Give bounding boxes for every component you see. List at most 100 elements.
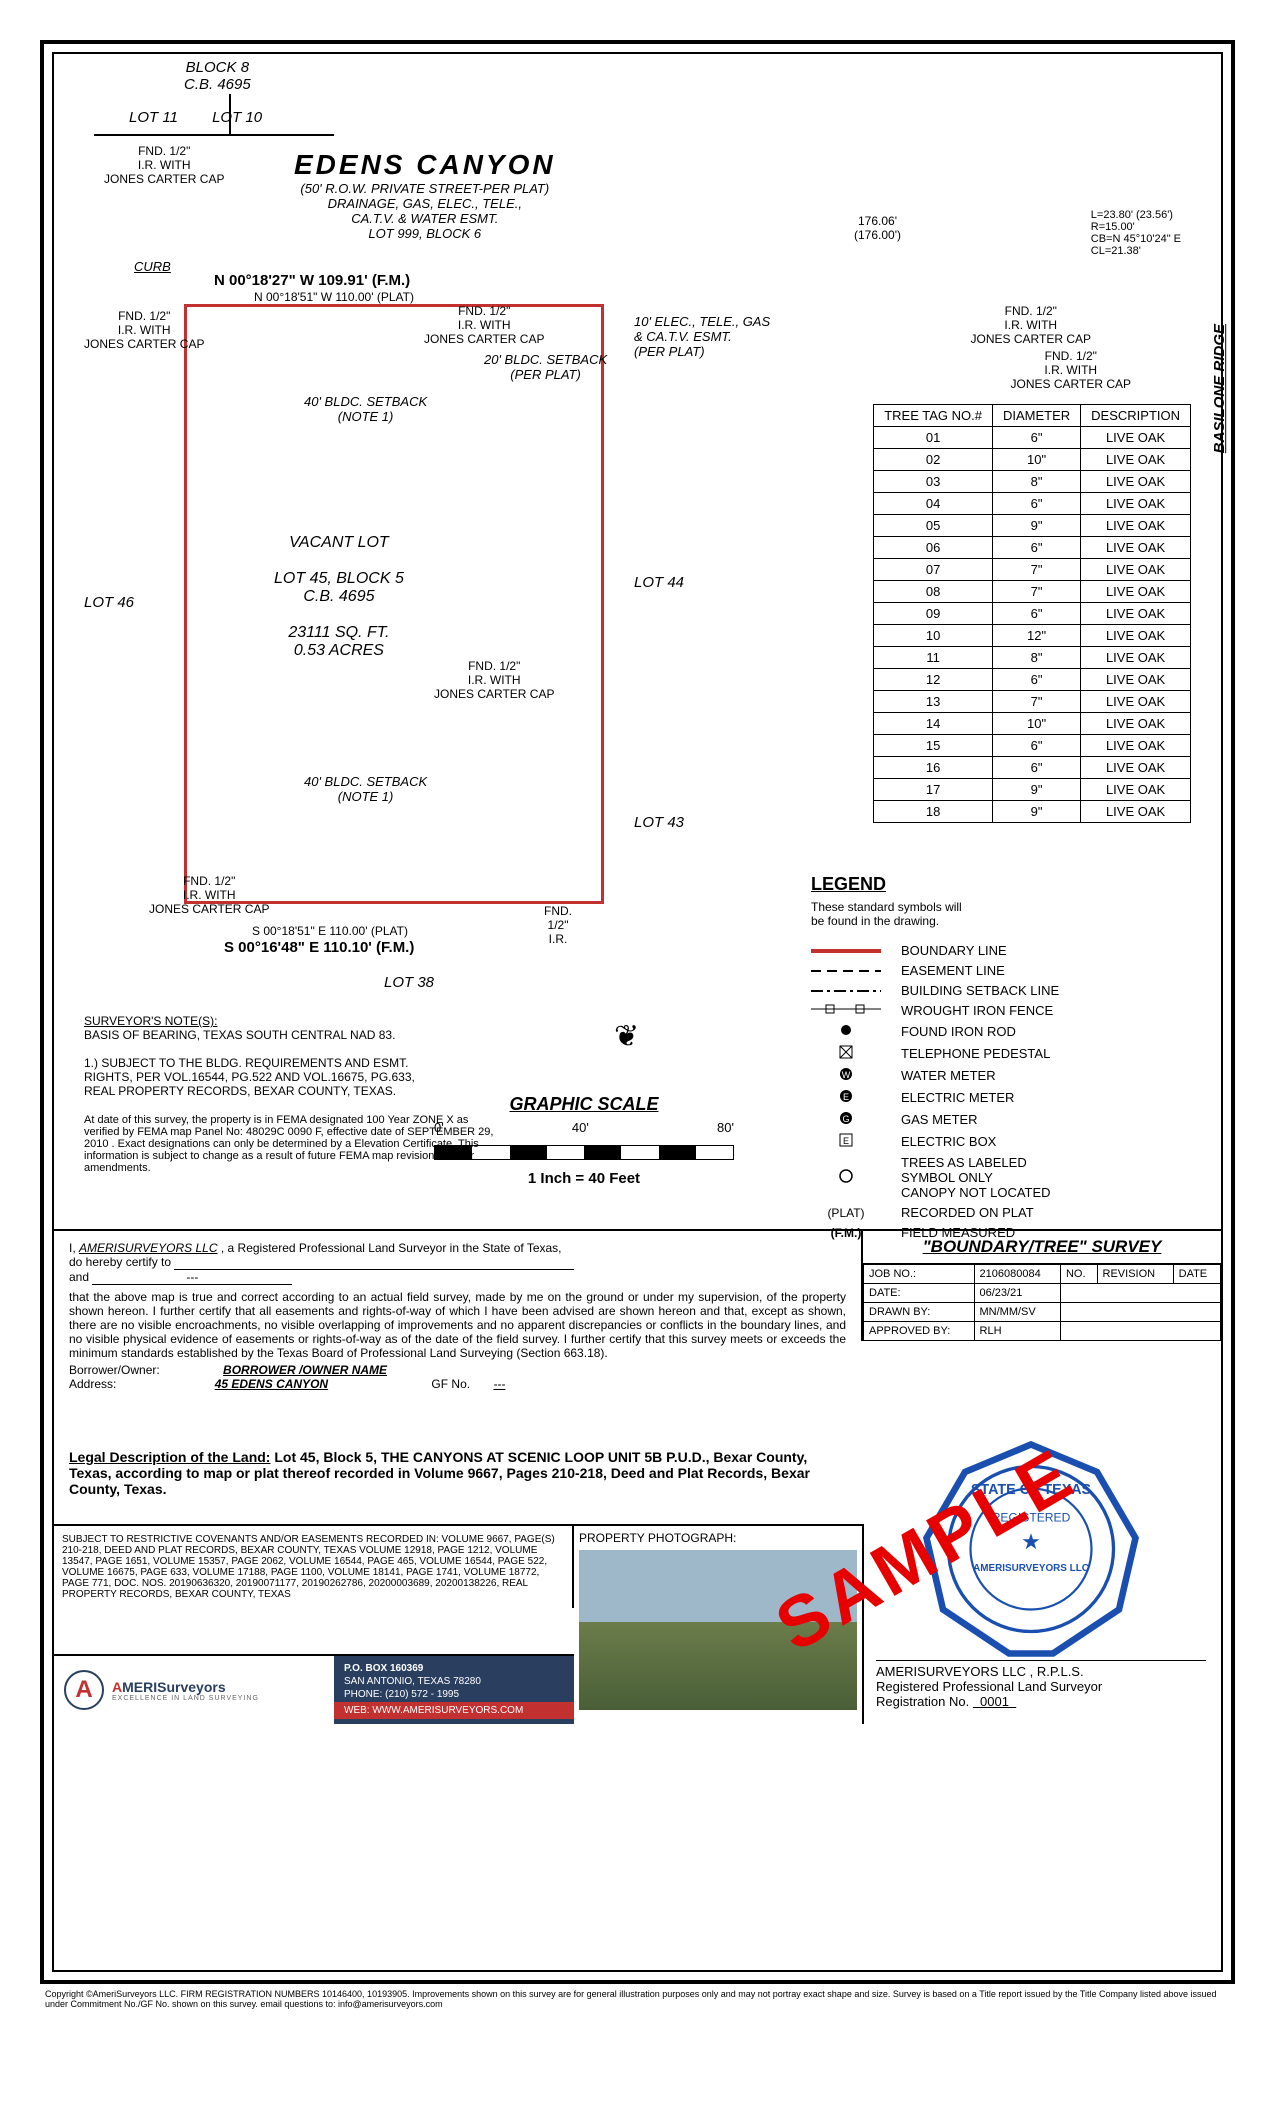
borrower-label: Borrower/Owner: bbox=[69, 1363, 160, 1377]
table-row: 118"LIVE OAK bbox=[874, 647, 1191, 669]
surveyor-notes: SURVEYOR'S NOTE(S): BASIS OF BEARING, TE… bbox=[84, 1014, 584, 1098]
vacant-l4: 23111 SQ. FT. bbox=[274, 624, 404, 642]
svg-text:W: W bbox=[842, 1070, 851, 1080]
util-1: DRAINAGE, GAS, ELEC., TELE., bbox=[294, 196, 556, 211]
curve-cl: CL=21.38' bbox=[1091, 245, 1181, 257]
legend-item: EELECTRIC BOX bbox=[811, 1133, 1191, 1150]
svg-text:E: E bbox=[843, 1092, 849, 1102]
cert-and: and bbox=[69, 1270, 92, 1284]
tree-table: TREE TAG NO.# DIAMETER DESCRIPTION 016"L… bbox=[873, 404, 1191, 823]
cert-rps: , a Registered Professional Land Surveyo… bbox=[221, 1241, 562, 1255]
dim2: (176.00') bbox=[854, 228, 901, 242]
legend-item: TREES AS LABELED SYMBOL ONLY CANOPY NOT … bbox=[811, 1155, 1191, 1200]
vacant-lot-info: VACANT LOT LOT 45, BLOCK 5 C.B. 4695 231… bbox=[274, 534, 404, 660]
legal-description: Legal Description of the Land: Lot 45, B… bbox=[69, 1449, 846, 1497]
lot-43: LOT 43 bbox=[634, 814, 684, 831]
bearing-s-plat: S 00°18'51" E 110.00' (PLAT) bbox=[252, 924, 408, 938]
city: SAN ANTONIO, TEXAS 78280 bbox=[344, 1676, 564, 1687]
table-row: 1012"LIVE OAK bbox=[874, 625, 1191, 647]
lot-44: LOT 44 bbox=[634, 574, 684, 591]
seal-area: STATE OF TEXAS REGISTERED ★ AMERISURVEYO… bbox=[861, 1229, 1221, 1724]
lot-labels: LOT 11 LOT 10 bbox=[114, 109, 277, 126]
fnd-cap-nw: FND. 1/2"I.R. WITHJONES CARTER CAP bbox=[104, 144, 224, 186]
tree-h2: DIAMETER bbox=[992, 405, 1080, 427]
company-box: A AMERISurveyors EXCELLENCE IN LAND SURV… bbox=[54, 1654, 574, 1724]
vacant-l2: LOT 45, BLOCK 5 bbox=[274, 570, 404, 588]
legend-item: (PLAT)RECORDED ON PLAT bbox=[811, 1205, 1191, 1220]
legend: LEGEND These standard symbols willbe fou… bbox=[811, 874, 1191, 1245]
fnd-cap-6: FND. 1/2"I.R. WITHJONES CARTER CAP bbox=[434, 659, 554, 701]
row-desc: (50' R.O.W. PRIVATE STREET-PER PLAT) bbox=[294, 181, 556, 196]
legend-item: TELEPHONE PEDESTAL bbox=[811, 1045, 1191, 1062]
fema-note: At date of this survey, the property is … bbox=[84, 1114, 494, 1174]
bearing-s-fm: S 00°16'48" E 110.10' (F.M.) bbox=[224, 939, 414, 956]
svg-text:AMERISURVEYORS LLC: AMERISURVEYORS LLC bbox=[973, 1563, 1089, 1574]
table-row: 038"LIVE OAK bbox=[874, 471, 1191, 493]
fnd-cap-4: FND. 1/2"I.R. WITHJONES CARTER CAP bbox=[971, 304, 1091, 346]
table-row: 046"LIVE OAK bbox=[874, 493, 1191, 515]
content-area: BLOCK 8 C.B. 4695 LOT 11 LOT 10 FND. 1/2… bbox=[54, 54, 1221, 1970]
top-dims: 176.06' (176.00') bbox=[854, 214, 901, 242]
table-row: 059"LIVE OAK bbox=[874, 515, 1191, 537]
lot-38: LOT 38 bbox=[384, 974, 434, 991]
fnd-cap-5: FND. 1/2"I.R. WITHJONES CARTER CAP bbox=[1011, 349, 1131, 391]
tree-h3: DESCRIPTION bbox=[1081, 405, 1191, 427]
web: WEB: WWW.AMERISURVEYORS.COM bbox=[334, 1702, 574, 1719]
lot-46: LOT 46 bbox=[84, 594, 134, 611]
cert-name: AMERISURVEYORS LLC bbox=[79, 1241, 218, 1255]
basilone-ridge: BASILONE RIDGE bbox=[1211, 324, 1228, 453]
phone: PHONE: (210) 572 - 1995 bbox=[344, 1689, 564, 1700]
table-row: 189"LIVE OAK bbox=[874, 801, 1191, 823]
vacant-l5: 0.53 ACRES bbox=[274, 642, 404, 660]
addr-label: Address: bbox=[69, 1377, 116, 1391]
company-info: P.O. BOX 160369 SAN ANTONIO, TEXAS 78280… bbox=[334, 1656, 574, 1724]
table-row: 096"LIVE OAK bbox=[874, 603, 1191, 625]
company-logo: A AMERISurveyors EXCELLENCE IN LAND SURV… bbox=[54, 1656, 334, 1724]
curve-data: L=23.80' (23.56') R=15.00' CB=N 45°10'24… bbox=[1091, 209, 1181, 257]
table-row: 166"LIVE OAK bbox=[874, 757, 1191, 779]
vacant-l3: C.B. 4695 bbox=[274, 588, 404, 606]
flourish-icon: ❦ bbox=[614, 1019, 639, 1054]
setback-40-bot: 40' BLDC. SETBACK(NOTE 1) bbox=[304, 774, 427, 804]
table-row: 016"LIVE OAK bbox=[874, 427, 1191, 449]
gf-label: GF No. bbox=[431, 1377, 470, 1391]
lot-10: LOT 10 bbox=[212, 109, 262, 126]
table-row: 087"LIVE OAK bbox=[874, 581, 1191, 603]
cert-i: I, bbox=[69, 1241, 79, 1255]
street-name: EDENS CANYON bbox=[294, 149, 556, 181]
cert-body: that the above map is true and correct a… bbox=[69, 1290, 846, 1360]
outer-border: BLOCK 8 C.B. 4695 LOT 11 LOT 10 FND. 1/2… bbox=[40, 40, 1235, 1984]
table-row: 077"LIVE OAK bbox=[874, 559, 1191, 581]
curve-r: R=15.00' bbox=[1091, 221, 1181, 233]
legend-item: EELECTRIC METER bbox=[811, 1089, 1191, 1106]
svg-text:G: G bbox=[842, 1114, 849, 1124]
notes-title: SURVEYOR'S NOTE(S): bbox=[84, 1014, 584, 1028]
curve-cb: CB=N 45°10'24" E bbox=[1091, 233, 1181, 245]
legend-items: BOUNDARY LINEEASEMENT LINEBUILDING SETBA… bbox=[811, 943, 1191, 1240]
tree-h1: TREE TAG NO.# bbox=[874, 405, 993, 427]
sig-l2: Registered Professional Land Surveyor bbox=[876, 1679, 1206, 1694]
legend-item: WWATER METER bbox=[811, 1067, 1191, 1084]
cert-hereby: do hereby certify to bbox=[69, 1255, 174, 1269]
easement-elec: 10' ELEC., TELE., GAS& CA.T.V. ESMT.(PER… bbox=[634, 314, 770, 359]
logo-text: AMERISurveyors EXCELLENCE IN LAND SURVEY… bbox=[112, 1679, 259, 1702]
setback-20: 20' BLDC. SETBACK(PER PLAT) bbox=[484, 352, 607, 382]
title-block: EDENS CANYON (50' R.O.W. PRIVATE STREET-… bbox=[294, 149, 556, 241]
lot-11: LOT 11 bbox=[129, 109, 178, 126]
certification: I, AMERISURVEYORS LLC , a Registered Pro… bbox=[54, 1229, 861, 1401]
sig-l3: Registration No. 0001 bbox=[876, 1694, 1206, 1709]
legend-sub: These standard symbols willbe found in t… bbox=[811, 900, 1191, 928]
table-row: 126"LIVE OAK bbox=[874, 669, 1191, 691]
legal-label: Legal Description of the Land: bbox=[69, 1449, 270, 1465]
divider-horiz bbox=[94, 134, 334, 136]
table-row: 1410"LIVE OAK bbox=[874, 713, 1191, 735]
legend-item: FOUND IRON ROD bbox=[811, 1023, 1191, 1040]
logo-icon: A bbox=[64, 1670, 104, 1710]
dim1: 176.06' bbox=[854, 214, 901, 228]
setback-40-top: 40' BLDC. SETBACK(NOTE 1) bbox=[304, 394, 427, 424]
block-num: BLOCK 8 bbox=[184, 59, 251, 76]
legend-item: WROUGHT IRON FENCE bbox=[811, 1003, 1191, 1018]
survey-page: BLOCK 8 C.B. 4695 LOT 11 LOT 10 FND. 1/2… bbox=[0, 0, 1275, 2049]
legend-item: BUILDING SETBACK LINE bbox=[811, 983, 1191, 998]
table-row: 066"LIVE OAK bbox=[874, 537, 1191, 559]
